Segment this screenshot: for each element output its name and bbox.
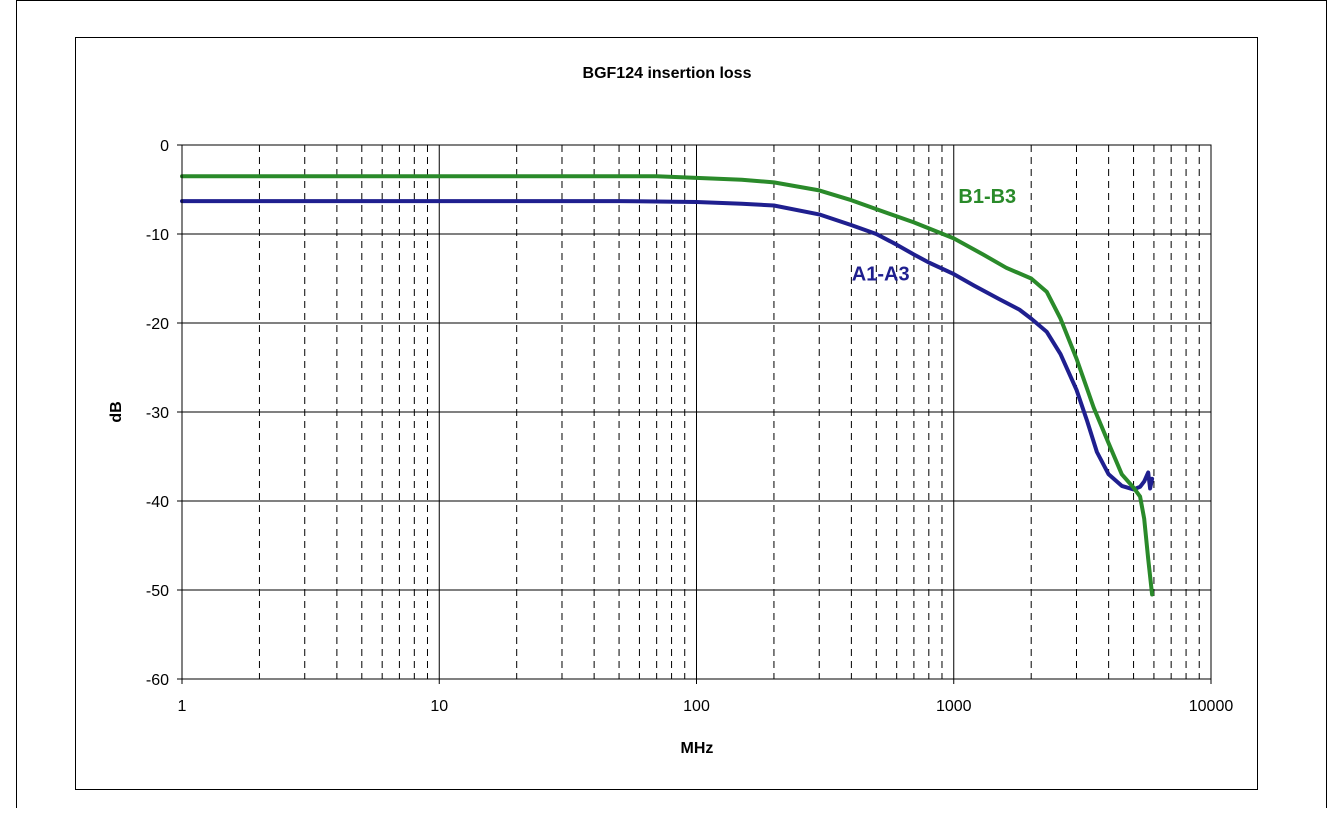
y-tick-label: 0 <box>160 138 169 155</box>
x-tick-label: 1 <box>178 698 187 715</box>
x-tick-labels: 1 10 100 1000 10000 <box>178 679 1234 715</box>
x-tick-label: 10000 <box>1189 698 1234 715</box>
y-tick-label: -10 <box>146 227 169 244</box>
chart-title: BGF124 insertion loss <box>583 65 752 82</box>
series-label-a1-a3: A1-A3 <box>852 263 910 285</box>
series-layer <box>180 174 1155 597</box>
x-tick-label: 100 <box>683 698 710 715</box>
y-tick-label: -40 <box>146 494 169 511</box>
series-line-b1-b3 <box>180 174 1155 597</box>
series-annotations: B1-B3 A1-A3 <box>852 186 1016 285</box>
y-tick-label: -60 <box>146 672 169 689</box>
x-tick-label: 10 <box>430 698 448 715</box>
y-tick-label: -20 <box>146 316 169 333</box>
y-tick-labels: 0 -10 -20 -30 -40 -50 -60 <box>146 138 182 689</box>
y-tick-label: -50 <box>146 583 169 600</box>
x-axis-title: MHz <box>681 740 714 757</box>
page-frame <box>16 0 1327 808</box>
y-axis-title: dB <box>108 401 125 422</box>
x-tick-label: 1000 <box>936 698 972 715</box>
series-label-b1-b3: B1-B3 <box>958 186 1016 208</box>
chart-frame <box>75 37 1258 790</box>
y-tick-label: -30 <box>146 405 169 422</box>
